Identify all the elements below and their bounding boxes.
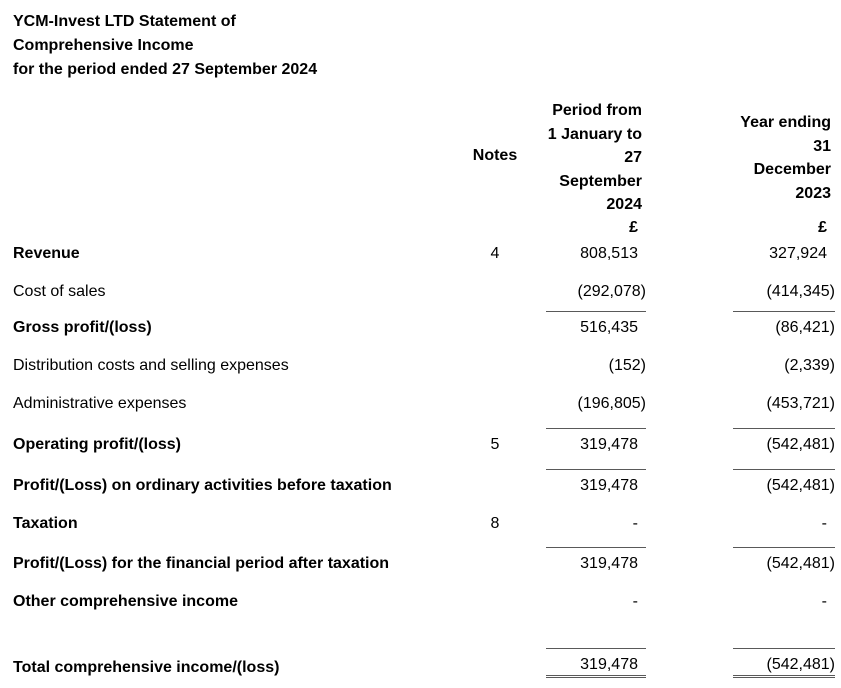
row-value-year-2023: - xyxy=(821,515,827,532)
row-note-number: 5 xyxy=(490,436,500,453)
currency-symbol-2023: £ xyxy=(818,219,827,236)
statement-row: Profit/(Loss) for the financial period a… xyxy=(0,547,841,574)
row-label: Operating profit/(loss) xyxy=(13,436,181,453)
row-value-period-2024: 319,478 xyxy=(546,469,646,496)
statement-row: Other comprehensive income - - xyxy=(0,592,841,612)
statement-row: Gross profit/(loss) 516,435 (86,421) xyxy=(0,311,841,338)
row-value-period-2024: - xyxy=(632,593,638,610)
statement-row: Operating profit/(loss) 5 319,478 (542,4… xyxy=(0,428,841,455)
row-value-year-2023: (453,721) xyxy=(766,395,836,412)
row-label: Cost of sales xyxy=(13,283,106,300)
row-label: Administrative expenses xyxy=(13,395,187,412)
column-header-year-2023: Year ending 31 December 2023 xyxy=(740,114,831,202)
row-value-year-2023: - xyxy=(821,593,827,610)
row-label: Profit/(Loss) on ordinary activities bef… xyxy=(13,477,392,494)
currency-symbol-2024: £ xyxy=(629,219,638,236)
row-note-number: 4 xyxy=(490,245,500,262)
column-header-period-2024: Period from 1 January to 27 September 20… xyxy=(547,102,642,213)
row-value-period-2024: - xyxy=(632,515,638,532)
row-value-period-2024: 808,513 xyxy=(580,245,638,262)
row-label: Taxation xyxy=(13,515,78,532)
row-note-number: 8 xyxy=(490,515,500,532)
statement-row: Profit/(Loss) on ordinary activities bef… xyxy=(0,469,841,496)
row-value-period-2024: (152) xyxy=(608,357,646,374)
row-value-year-2023: (542,481) xyxy=(733,469,835,496)
row-value-year-2023: (414,345) xyxy=(766,283,836,300)
statement-row: Total comprehensive income/(loss) 319,47… xyxy=(0,648,841,678)
statement-row: Distribution costs and selling expenses … xyxy=(0,356,841,376)
row-value-year-2023: (542,481) xyxy=(733,428,835,455)
row-value-year-2023: (86,421) xyxy=(733,311,835,338)
row-label: Total comprehensive income/(loss) xyxy=(13,659,280,676)
row-value-period-2024: (292,078) xyxy=(577,283,647,300)
statement-title: YCM-Invest LTD Statement of Comprehensiv… xyxy=(13,13,318,78)
row-value-year-2023: (542,481) xyxy=(733,547,835,574)
row-label: Other comprehensive income xyxy=(13,593,238,610)
statement-row: Administrative expenses (196,805) (453,7… xyxy=(0,394,841,414)
row-value-period-2024: 319,478 xyxy=(546,648,646,678)
column-header-notes: Notes xyxy=(472,147,518,164)
row-value-year-2023: (2,339) xyxy=(784,357,835,374)
row-value-period-2024: 516,435 xyxy=(546,311,646,338)
row-value-period-2024: 319,478 xyxy=(546,428,646,455)
row-label: Distribution costs and selling expenses xyxy=(13,357,289,374)
statement-row: Revenue 4 808,513 327,924 xyxy=(0,244,841,264)
row-label: Gross profit/(loss) xyxy=(13,319,152,336)
statement-rows: Revenue 4 808,513 327,924 Cost of sales … xyxy=(0,244,841,678)
row-value-year-2023: (542,481) xyxy=(733,648,835,678)
statement-row: Cost of sales (292,078) (414,345) xyxy=(0,282,841,302)
row-label: Profit/(Loss) for the financial period a… xyxy=(13,555,390,572)
row-label: Revenue xyxy=(13,245,80,262)
row-value-year-2023: 327,924 xyxy=(769,245,827,262)
statement-row: Taxation 8 - - xyxy=(0,514,841,534)
row-value-period-2024: (196,805) xyxy=(577,395,647,412)
row-value-period-2024: 319,478 xyxy=(546,547,646,574)
